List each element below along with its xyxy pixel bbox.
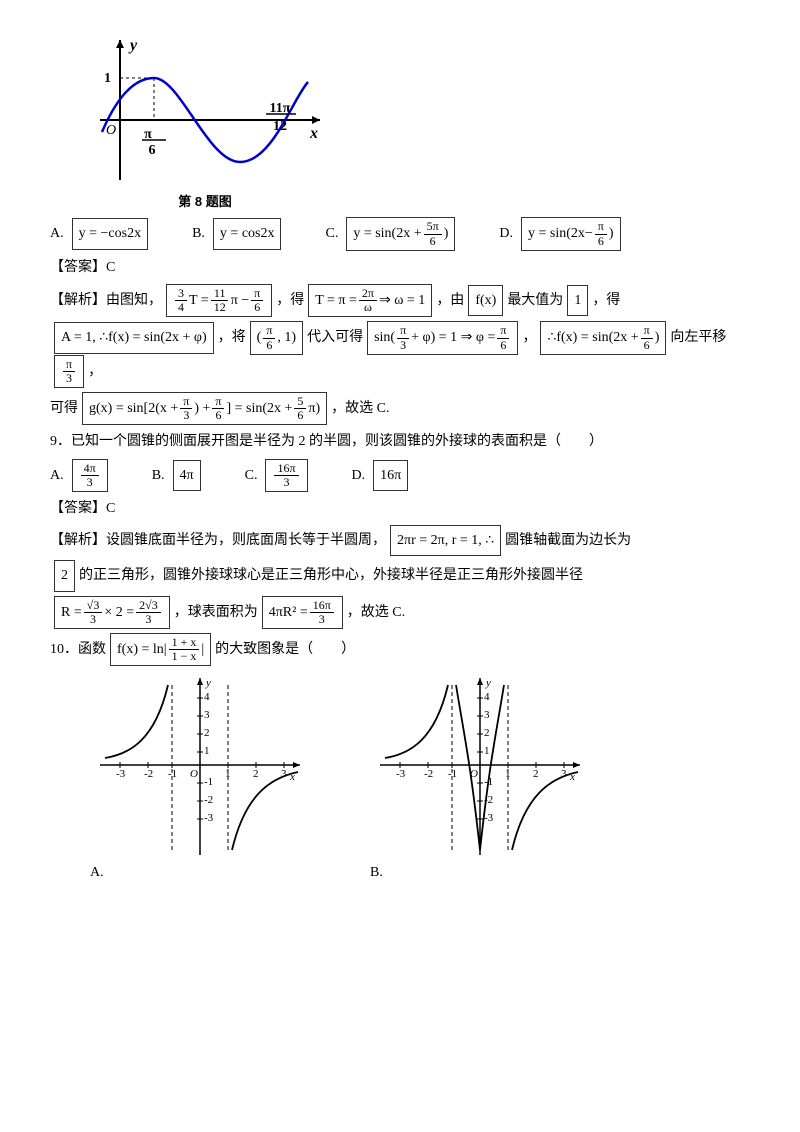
- opt-label-d: D.: [499, 221, 513, 246]
- q9-explanation-3: R = √33 × 2 = 2√33 ，球表面积为 4πR² = 16π3 ，故…: [50, 596, 750, 629]
- exp-box: ( π6 , 1): [250, 321, 303, 354]
- q9-options: A. 4π3 B. 4π C. 16π3 D. 16π: [50, 459, 750, 492]
- svg-text:3: 3: [281, 768, 287, 780]
- exp-box: π3: [54, 355, 84, 388]
- svg-text:6: 6: [149, 143, 156, 158]
- q9-explanation-2: 2 的正三角形，圆锥外接球球心是正三角形中心，外接球半径是正三角形外接圆半径: [50, 560, 750, 591]
- q8-explanation-2: A = 1, ∴f(x) = sin(2x + φ) ，将 ( π6 , 1) …: [50, 321, 750, 388]
- q8-optA: y = −cos2x: [72, 218, 148, 249]
- svg-text:x: x: [309, 125, 318, 142]
- svg-text:y: y: [205, 677, 211, 689]
- q8-optB: y = cos2x: [213, 218, 282, 249]
- q10-func: f(x) = ln| 1 + x1 − x |: [110, 633, 211, 666]
- svg-text:O: O: [106, 123, 116, 138]
- exp-box: 1: [567, 285, 588, 316]
- svg-text:2: 2: [484, 727, 490, 739]
- svg-text:1: 1: [204, 745, 210, 757]
- svg-text:3: 3: [561, 768, 567, 780]
- opt-label-a: A.: [50, 221, 64, 246]
- svg-text:1: 1: [484, 745, 490, 757]
- svg-text:1: 1: [225, 768, 231, 780]
- svg-text:2: 2: [533, 768, 539, 780]
- exp-box: R = √33 × 2 = 2√33: [54, 596, 170, 629]
- svg-text:12: 12: [273, 119, 287, 134]
- svg-text:-3: -3: [116, 768, 126, 780]
- svg-text:-3: -3: [484, 812, 494, 824]
- svg-text:3: 3: [484, 709, 490, 721]
- svg-text:2: 2: [204, 727, 210, 739]
- exp-box: 2: [54, 560, 75, 591]
- svg-text:3: 3: [204, 709, 210, 721]
- exp-box: 2πr = 2π, r = 1, ∴: [390, 525, 501, 556]
- q9-optB: 4π: [173, 460, 201, 491]
- exp-box: f(x): [468, 285, 503, 316]
- svg-text:2: 2: [253, 768, 259, 780]
- q9-optA: 4π3: [72, 459, 108, 492]
- q8-explanation-1: 【解析】 由图知， 34 T = 1112 π − π6 ，得 T = π = …: [50, 284, 750, 317]
- svg-text:4: 4: [204, 691, 210, 703]
- sine-graph: y x O 1 y x O 1 π 6 11π 12: [80, 30, 330, 190]
- exp-box: A = 1, ∴f(x) = sin(2x + φ): [54, 322, 214, 353]
- svg-text:y: y: [485, 677, 491, 689]
- exp-box: ∴f(x) = sin(2x + π6 ): [540, 321, 666, 354]
- svg-text:-2: -2: [204, 794, 213, 806]
- opt-label-a: A.: [90, 860, 310, 885]
- q9-stem: 9．已知一个圆锥的侧面展开图是半径为 2 的半圆，则该圆锥的外接球的表面积是（ …: [50, 429, 750, 454]
- exp-box: g(x) = sin[2(x + π3 ) + π6 ] = sin(2x + …: [82, 392, 327, 425]
- exp-box: T = π = 2πω ⇒ ω = 1: [308, 284, 432, 317]
- q8-figure: y x O 1 y x O 1 π 6 11π 12 第 8 题图: [80, 30, 750, 213]
- svg-text:-2: -2: [424, 768, 433, 780]
- svg-text:-2: -2: [144, 768, 153, 780]
- opt-label-b: B.: [192, 221, 205, 246]
- q8-options: A. y = −cos2x B. y = cos2x C. y = sin(2x…: [50, 217, 750, 250]
- q9-explanation-1: 【解析】 设圆锥底面半径为，则底面周长等于半圆周， 2πr = 2π, r = …: [50, 525, 750, 556]
- svg-text:4: 4: [484, 691, 490, 703]
- svg-text:1: 1: [104, 71, 111, 86]
- q8-optC: y = sin(2x + 5π6 ): [346, 217, 455, 250]
- exp-box: 4πR² = 16π3: [262, 596, 343, 629]
- svg-text:-3: -3: [396, 768, 406, 780]
- q10-graphs: -3-2-1 123 O x y 4321 -1-2-3 A.: [90, 670, 750, 885]
- figure-caption: 第 8 题图: [80, 190, 330, 213]
- exp-box: sin( π3 + φ) = 1 ⇒ φ = π6: [367, 321, 518, 354]
- svg-text:-1: -1: [204, 776, 213, 788]
- opt-label-c: C.: [325, 221, 338, 246]
- q9-answer: 【答案】C: [50, 496, 750, 521]
- svg-text:y: y: [128, 37, 138, 54]
- q10-graph-b: -3-2-1 123 O x y 4321 -1-2-3 B.: [370, 670, 590, 885]
- q9-optD: 16π: [373, 460, 408, 491]
- q10-graph-a: -3-2-1 123 O x y 4321 -1-2-3 A.: [90, 670, 310, 885]
- svg-text:-1: -1: [168, 768, 177, 780]
- svg-text:-1: -1: [448, 768, 457, 780]
- svg-text:O: O: [190, 768, 198, 780]
- q10-stem: 10．函数 f(x) = ln| 1 + x1 − x | 的大致图象是（ ）: [50, 633, 750, 666]
- exp-box: 34 T = 1112 π − π6: [166, 284, 272, 317]
- svg-text:1: 1: [505, 768, 511, 780]
- opt-label-b: B.: [370, 860, 590, 885]
- q8-explanation-3: 可得 g(x) = sin[2(x + π3 ) + π6 ] = sin(2x…: [50, 392, 750, 425]
- q9-optC: 16π3: [265, 459, 307, 492]
- q8-optD: y = sin(2x− π6 ): [521, 217, 621, 250]
- svg-text:-3: -3: [204, 812, 214, 824]
- q8-answer: 【答案】C: [50, 255, 750, 280]
